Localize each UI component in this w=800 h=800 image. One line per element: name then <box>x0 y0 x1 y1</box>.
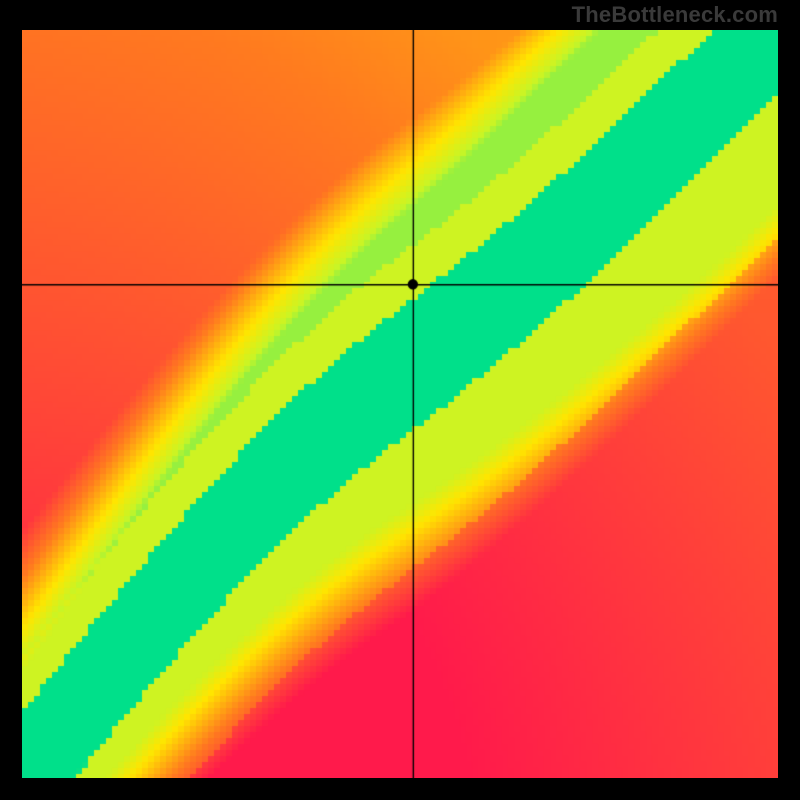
plot-area <box>22 30 778 778</box>
watermark-text: TheBottleneck.com <box>572 2 778 28</box>
heatmap-canvas <box>22 30 778 778</box>
chart-container: TheBottleneck.com <box>0 0 800 800</box>
